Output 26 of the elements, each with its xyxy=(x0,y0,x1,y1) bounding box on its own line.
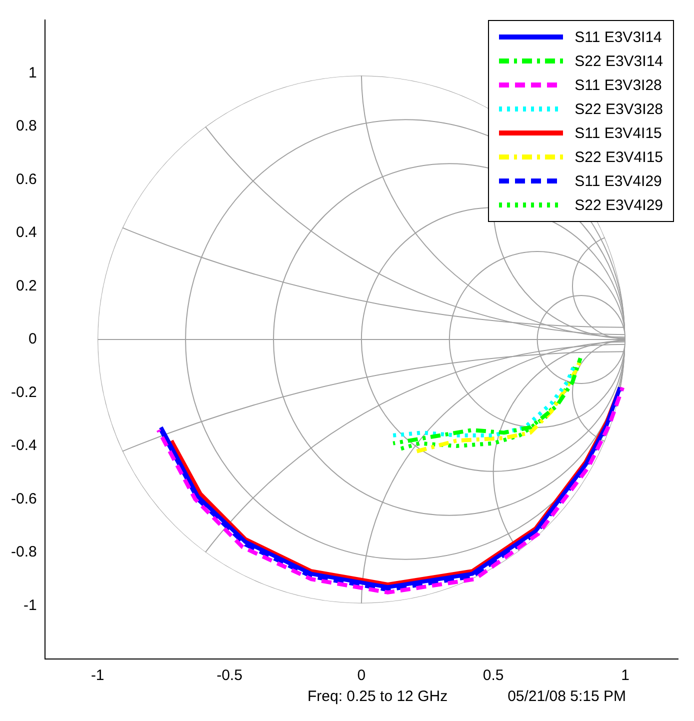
legend-label: S11 E3V3I28 xyxy=(574,76,662,94)
x-tick-label: -1 xyxy=(90,667,104,684)
legend-label: S11 E3V4I15 xyxy=(574,124,662,142)
y-tick-label: 0.6 xyxy=(16,170,37,188)
x-tick-label: 0 xyxy=(357,667,366,684)
y-tick-label: -0.2 xyxy=(10,384,37,401)
y-tick-label: -0.8 xyxy=(10,544,37,561)
legend-label: S22 E3V4I15 xyxy=(574,148,663,166)
legend-label: S22 E3V3I28 xyxy=(574,100,663,118)
legend-label: S22 E3V3I14 xyxy=(574,52,663,70)
y-tick-label: -0.6 xyxy=(10,490,37,508)
text: Freq: 0.25 to 12 GHz xyxy=(308,688,448,705)
legend-label: S22 E3V4I29 xyxy=(574,196,663,214)
x-tick-label: 0.5 xyxy=(482,667,504,684)
x-tick-label: 1 xyxy=(621,667,630,684)
legend-label: S11 E3V3I14 xyxy=(574,28,662,46)
y-tick-label: 0.2 xyxy=(16,277,37,294)
text: 05/21/08 5:15 PM xyxy=(508,688,626,705)
y-tick-label: 0.4 xyxy=(16,224,37,242)
y-tick-label: 0 xyxy=(28,330,37,348)
y-tick-label: 0.8 xyxy=(16,118,37,135)
legend-label: S11 E3V4I29 xyxy=(574,172,662,190)
y-tick-label: -0.4 xyxy=(10,437,37,454)
x-tick-label: -0.5 xyxy=(216,667,242,684)
y-tick-label: 1 xyxy=(28,64,37,82)
y-tick-label: -1 xyxy=(24,596,37,614)
